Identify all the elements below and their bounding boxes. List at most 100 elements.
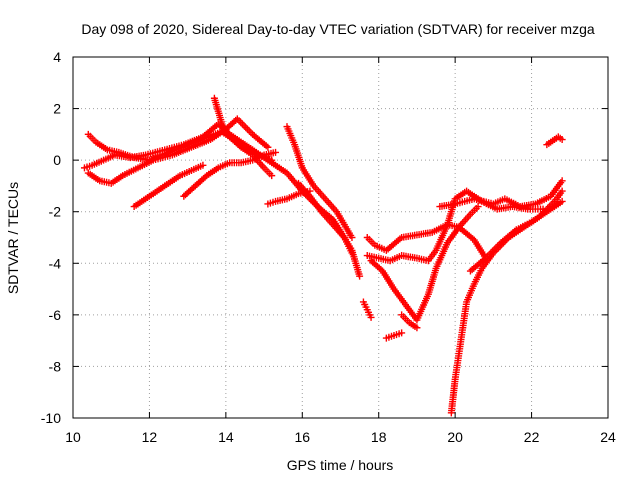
data-markers: [219, 122, 232, 139]
series-track-12: [367, 203, 482, 324]
data-markers: [391, 287, 408, 307]
data-markers: [132, 196, 148, 209]
data-markers: [545, 139, 553, 147]
chart-title: Day 098 of 2020, Sidereal Day-to-day VTE…: [81, 21, 594, 37]
data-markers: [109, 173, 125, 186]
data-markers: [483, 240, 503, 260]
data-markers: [407, 320, 419, 330]
data-markers: [548, 179, 565, 198]
x-axis: 10 12 14 16 18 20 22 24: [65, 57, 616, 445]
data-markers: [471, 267, 485, 286]
data-markers: [503, 196, 522, 209]
data-markers: [425, 267, 439, 296]
x-tick-label: 24: [600, 429, 616, 445]
data-markers: [473, 196, 495, 207]
data-markers: [366, 252, 380, 262]
data-markers: [349, 249, 363, 278]
data-markers: [515, 219, 533, 233]
x-tick-label: 20: [447, 429, 463, 445]
data-markers: [511, 203, 530, 213]
plot-frame: [72, 56, 609, 419]
series-track-6: [180, 148, 280, 200]
data-markers: [384, 235, 404, 253]
grid: [73, 57, 608, 418]
data-markers: [380, 269, 397, 291]
data-markers: [373, 242, 388, 253]
data-markers: [285, 191, 300, 202]
series-track-8: [294, 179, 364, 280]
data-markers: [530, 209, 549, 225]
data-markers: [228, 159, 243, 167]
series-track-5: [130, 161, 207, 211]
data-markers: [457, 212, 473, 229]
data-markers: [499, 227, 519, 245]
data-markers: [426, 249, 438, 263]
y-tick-label: 4: [53, 49, 61, 65]
data-markers: [445, 225, 461, 245]
data-markers: [454, 196, 476, 207]
data-markers: [136, 157, 155, 171]
data-markers: [243, 142, 262, 158]
data-markers: [215, 109, 225, 126]
y-tick-label: -4: [49, 255, 62, 271]
data-markers: [323, 197, 339, 214]
data-markers: [262, 149, 277, 158]
data-markers: [266, 198, 277, 207]
y-tick-label: 2: [53, 101, 61, 117]
series-track-10: [359, 298, 375, 321]
x-axis-label: GPS time / hours: [287, 457, 394, 473]
series-track-17: [466, 197, 566, 275]
data-markers: [393, 330, 403, 339]
data-markers: [385, 332, 395, 341]
data-markers: [400, 231, 419, 241]
data-markers: [182, 134, 205, 148]
series-track-15: [398, 311, 421, 332]
data-markers: [90, 157, 105, 168]
x-tick-label: 18: [371, 429, 387, 445]
data-markers: [86, 132, 98, 144]
data-markers: [319, 210, 335, 227]
data-markers: [205, 165, 220, 178]
data-markers: [262, 166, 274, 178]
data-markers: [273, 163, 289, 176]
data-markers: [239, 157, 254, 166]
series-track-2: [84, 115, 272, 187]
data-markers: [178, 168, 193, 179]
data-markers: [549, 137, 557, 145]
data-markers: [98, 177, 113, 187]
data-markers: [400, 252, 419, 262]
data-markers: [433, 223, 450, 252]
series-track-14: [382, 329, 406, 342]
data-markers: [94, 139, 109, 152]
y-tick-label: -8: [49, 358, 62, 374]
data-markers: [291, 143, 306, 170]
data-markers: [342, 236, 355, 252]
data-markers: [155, 181, 171, 194]
data-markers: [455, 326, 466, 355]
data-markers: [163, 141, 185, 153]
data-markers: [193, 173, 209, 188]
data-markers: [129, 151, 147, 161]
data-markers: [400, 313, 411, 325]
data-markers: [297, 188, 312, 197]
series-track-11: [363, 221, 490, 262]
data-markers: [369, 258, 385, 273]
data-markers: [166, 173, 182, 186]
series-track-19: [543, 133, 566, 149]
data-markers: [495, 203, 514, 213]
data-markers: [389, 253, 403, 264]
data-markers: [152, 152, 174, 163]
data-markers: [414, 292, 431, 322]
data-markers: [311, 184, 328, 201]
data-markers: [274, 195, 289, 205]
data-markers: [251, 152, 266, 163]
data-markers: [377, 255, 392, 264]
data-markers: [552, 189, 565, 203]
data-markers: [102, 152, 117, 163]
y-tick-label: 0: [53, 152, 61, 168]
data-markers: [464, 282, 477, 304]
x-tick-label: 10: [65, 429, 81, 445]
x-tick-label: 22: [524, 429, 540, 445]
series-track-7: [283, 123, 356, 241]
data-markers: [556, 134, 564, 142]
